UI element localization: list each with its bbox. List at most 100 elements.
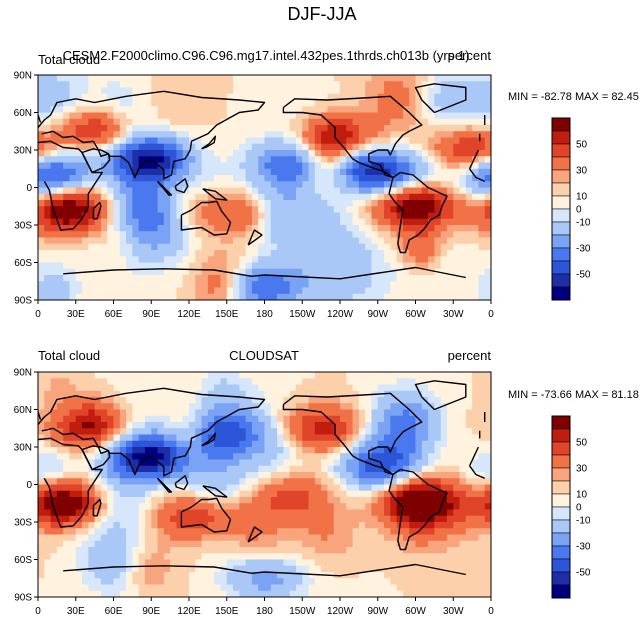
field-cell (453, 181, 461, 189)
field-cell (453, 534, 461, 542)
field-cell (163, 206, 171, 214)
field-cell (75, 422, 83, 429)
field-cell (245, 281, 253, 289)
field-cell (226, 275, 234, 282)
field-cell (396, 459, 404, 467)
field-cell (283, 287, 291, 295)
field-cell (100, 409, 108, 417)
field-cell (170, 275, 178, 282)
field-cell (38, 565, 45, 573)
field-cell (201, 287, 209, 295)
field-cell (308, 275, 316, 282)
field-cell (239, 137, 247, 145)
field-cell (126, 472, 133, 479)
field-cell (327, 250, 335, 257)
field-cell (270, 256, 278, 264)
field-cell (428, 212, 435, 220)
field-cell (176, 256, 184, 264)
field-cell (126, 206, 133, 214)
field-cell (308, 206, 316, 214)
field-cell (233, 193, 240, 201)
field-cell (163, 522, 171, 529)
field-cell (113, 181, 121, 189)
field-cell (365, 565, 373, 573)
field-cell (352, 162, 360, 170)
field-cell (465, 515, 473, 523)
field-cell (264, 415, 272, 423)
field-cell (56, 181, 64, 189)
field-cell (94, 515, 102, 523)
field-cell (270, 490, 278, 498)
field-cell (195, 397, 203, 404)
field-cell (69, 503, 77, 511)
field-cell (245, 131, 253, 139)
field-cell (258, 490, 266, 498)
field-cell (157, 293, 165, 300)
field-cell (453, 553, 461, 561)
field-cell (390, 528, 398, 536)
field-cell (239, 378, 247, 386)
field-cell (409, 93, 417, 101)
field-cell (402, 447, 410, 454)
field-cell (50, 250, 58, 257)
field-cell (176, 200, 184, 207)
field-cell (220, 478, 228, 486)
field-cell (69, 459, 77, 467)
field-cell (75, 112, 83, 120)
field-cell (63, 503, 71, 511)
field-cell (75, 118, 83, 126)
field-cell (220, 503, 228, 511)
field-cell (75, 293, 83, 300)
field-cell (270, 275, 278, 282)
field-cell (371, 131, 379, 139)
field-cell (478, 540, 486, 548)
field-cell (182, 112, 190, 120)
field-cell (478, 440, 486, 448)
field-cell (484, 428, 491, 436)
field-cell (38, 397, 45, 404)
field-cell (396, 540, 404, 548)
field-cell (478, 81, 486, 89)
field-cell (239, 212, 247, 220)
field-cell (302, 118, 310, 126)
field-cell (107, 422, 115, 429)
field-cell (428, 137, 435, 145)
field-cell (201, 478, 209, 486)
field-cell (82, 459, 89, 467)
field-cell (340, 384, 347, 392)
field-cell (465, 218, 473, 226)
field-cell (352, 175, 360, 182)
field-cell (75, 225, 83, 232)
field-cell (251, 534, 259, 542)
field-cell (371, 150, 379, 157)
field-cell (132, 287, 140, 295)
field-cell (50, 478, 58, 486)
field-cell (295, 106, 303, 114)
field-cell (195, 156, 203, 164)
field-cell (201, 409, 209, 417)
field-cell (352, 243, 360, 251)
field-cell (107, 206, 115, 214)
field-cell (371, 472, 379, 479)
field-cell (428, 397, 435, 404)
field-cell (82, 484, 89, 492)
field-cell (214, 93, 222, 101)
field-cell (434, 256, 442, 264)
field-cell (358, 168, 366, 176)
field-cell (245, 378, 253, 386)
field-cell (56, 156, 64, 164)
field-cell (346, 540, 354, 548)
field-cell (163, 237, 171, 245)
field-cell (63, 262, 71, 270)
field-cell (283, 237, 291, 245)
field-cell (446, 534, 454, 542)
field-cell (100, 390, 108, 398)
field-cell (63, 372, 71, 379)
field-cell (144, 112, 152, 120)
field-cell (264, 422, 272, 429)
field-cell (144, 156, 152, 164)
field-cell (94, 143, 102, 151)
field-cell (144, 206, 152, 214)
field-cell (82, 528, 89, 536)
field-cell (402, 250, 410, 257)
